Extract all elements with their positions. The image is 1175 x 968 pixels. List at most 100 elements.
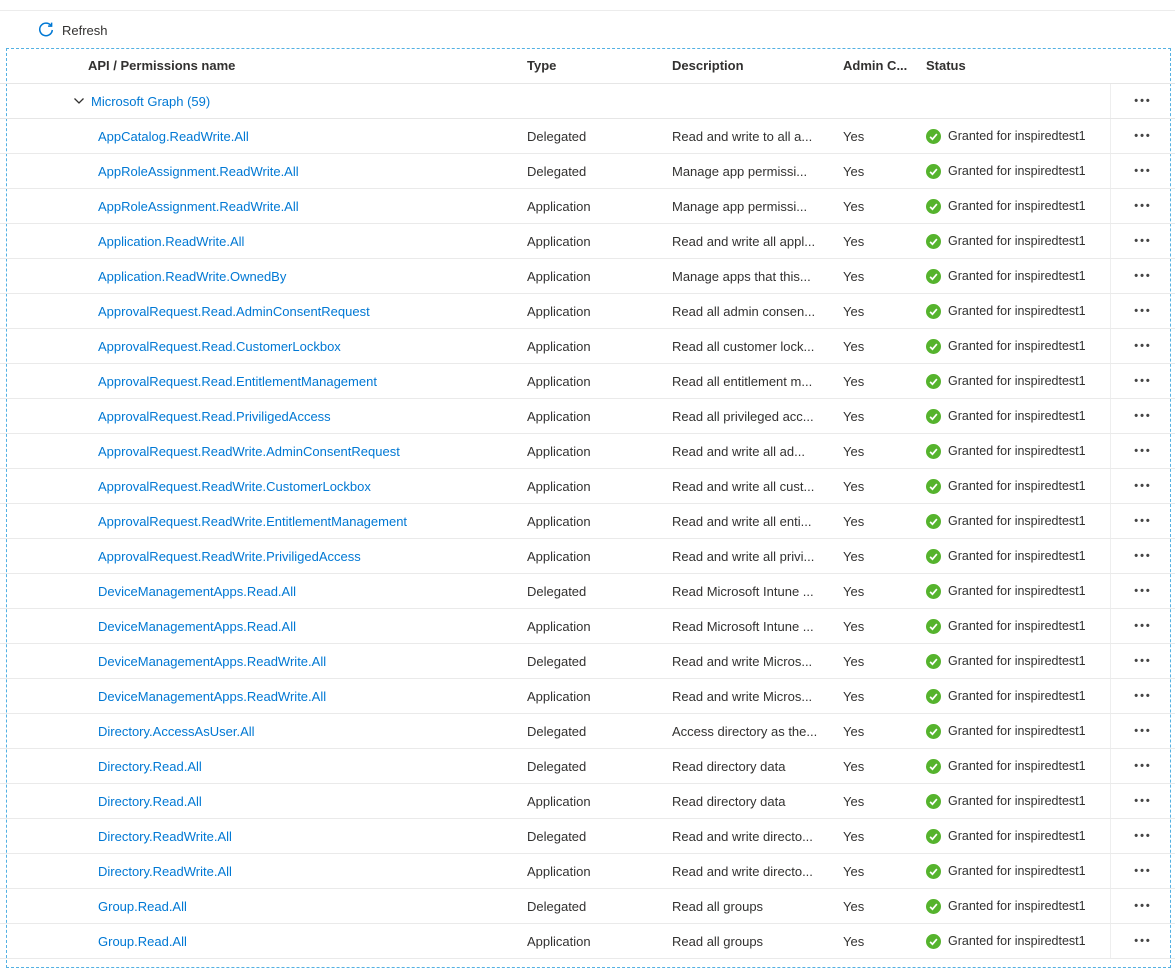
permission-link[interactable]: Directory.Read.All bbox=[98, 793, 202, 809]
row-context-menu-button[interactable]: ••• bbox=[1130, 335, 1156, 358]
row-context-menu-button[interactable]: ••• bbox=[1130, 615, 1156, 638]
type-cell: Delegated bbox=[527, 163, 587, 179]
permission-link[interactable]: ApprovalRequest.Read.PriviligedAccess bbox=[98, 408, 331, 424]
permission-link[interactable]: AppRoleAssignment.ReadWrite.All bbox=[98, 163, 299, 179]
type-cell: Application bbox=[527, 933, 591, 949]
row-menu-cell: ••• bbox=[1110, 189, 1175, 223]
permission-link[interactable]: DeviceManagementApps.ReadWrite.All bbox=[98, 688, 327, 704]
status-text: Granted for inspiredtest1 bbox=[948, 444, 1086, 458]
row-context-menu-button[interactable]: ••• bbox=[1130, 160, 1156, 183]
permission-link[interactable]: ApprovalRequest.Read.CustomerLockbox bbox=[98, 338, 341, 354]
row-context-menu-button[interactable]: ••• bbox=[1130, 405, 1156, 428]
row-context-menu-button[interactable]: ••• bbox=[1130, 475, 1156, 498]
description-cell: Read and write Micros... bbox=[672, 653, 813, 669]
row-context-menu-button[interactable]: ••• bbox=[1130, 545, 1156, 568]
permission-link[interactable]: AppCatalog.ReadWrite.All bbox=[98, 128, 249, 144]
row-context-menu-button[interactable]: ••• bbox=[1130, 300, 1156, 323]
permissions-table: API / Permissions name Type Description … bbox=[0, 48, 1175, 959]
permission-link[interactable]: Application.ReadWrite.OwnedBy bbox=[98, 268, 287, 284]
table-row: AppCatalog.ReadWrite.All Delegated Read … bbox=[0, 119, 1175, 154]
permission-link[interactable]: Directory.Read.All bbox=[98, 758, 202, 774]
table-header-row: API / Permissions name Type Description … bbox=[0, 48, 1175, 84]
permission-link[interactable]: DeviceManagementApps.Read.All bbox=[98, 618, 296, 634]
table-row: Directory.Read.All Delegated Read direct… bbox=[0, 749, 1175, 784]
command-bar: Refresh bbox=[0, 11, 1175, 49]
permission-link[interactable]: AppRoleAssignment.ReadWrite.All bbox=[98, 198, 299, 214]
permission-link[interactable]: Application.ReadWrite.All bbox=[98, 233, 245, 249]
status-cell: Granted for inspiredtest1 bbox=[926, 618, 1110, 634]
row-context-menu-button[interactable]: ••• bbox=[1130, 895, 1156, 918]
row-context-menu-button[interactable]: ••• bbox=[1130, 510, 1156, 533]
status-cell: Granted for inspiredtest1 bbox=[926, 303, 1110, 319]
chevron-down-icon[interactable] bbox=[72, 94, 86, 108]
type-cell: Application bbox=[527, 863, 591, 879]
column-header-status: Status bbox=[926, 58, 966, 73]
row-context-menu-button[interactable]: ••• bbox=[1130, 370, 1156, 393]
type-cell: Application bbox=[527, 513, 591, 529]
row-context-menu-button[interactable]: ••• bbox=[1130, 930, 1156, 953]
description-cell: Read and write all privi... bbox=[672, 548, 815, 564]
row-context-menu-button[interactable]: ••• bbox=[1130, 825, 1156, 848]
row-menu-cell: ••• bbox=[1110, 574, 1175, 608]
table-row: Group.Read.All Application Read all grou… bbox=[0, 924, 1175, 959]
type-cell: Application bbox=[527, 268, 591, 284]
row-menu-cell: ••• bbox=[1110, 119, 1175, 153]
refresh-button[interactable]: Refresh bbox=[30, 16, 116, 44]
table-row: AppRoleAssignment.ReadWrite.All Delegate… bbox=[0, 154, 1175, 189]
table-row: AppRoleAssignment.ReadWrite.All Applicat… bbox=[0, 189, 1175, 224]
permission-link[interactable]: ApprovalRequest.ReadWrite.EntitlementMan… bbox=[98, 513, 408, 529]
row-context-menu-button[interactable]: ••• bbox=[1130, 440, 1156, 463]
type-cell: Application bbox=[527, 303, 591, 319]
admin-consent-cell: Yes bbox=[843, 828, 865, 844]
row-context-menu-button[interactable]: ••• bbox=[1130, 265, 1156, 288]
row-context-menu-button[interactable]: ••• bbox=[1130, 790, 1156, 813]
row-context-menu-button[interactable]: ••• bbox=[1130, 230, 1156, 253]
admin-consent-cell: Yes bbox=[843, 408, 865, 424]
status-text: Granted for inspiredtest1 bbox=[948, 864, 1086, 878]
type-cell: Delegated bbox=[527, 128, 587, 144]
permission-link[interactable]: Group.Read.All bbox=[98, 898, 187, 914]
table-row: ApprovalRequest.Read.AdminConsentRequest… bbox=[0, 294, 1175, 329]
status-text: Granted for inspiredtest1 bbox=[948, 409, 1086, 423]
description-cell: Read all admin consen... bbox=[672, 303, 816, 319]
admin-consent-cell: Yes bbox=[843, 338, 865, 354]
row-context-menu-button[interactable]: ••• bbox=[1130, 650, 1156, 673]
status-text: Granted for inspiredtest1 bbox=[948, 934, 1086, 948]
status-cell: Granted for inspiredtest1 bbox=[926, 723, 1110, 739]
permission-link[interactable]: Group.Read.All bbox=[98, 933, 187, 949]
permission-link[interactable]: ApprovalRequest.Read.AdminConsentRequest bbox=[98, 303, 370, 319]
admin-consent-cell: Yes bbox=[843, 688, 865, 704]
status-cell: Granted for inspiredtest1 bbox=[926, 478, 1110, 494]
permission-link[interactable]: ApprovalRequest.ReadWrite.CustomerLockbo… bbox=[98, 478, 371, 494]
status-cell: Granted for inspiredtest1 bbox=[926, 513, 1110, 529]
permission-link[interactable]: DeviceManagementApps.ReadWrite.All bbox=[98, 653, 327, 669]
row-context-menu-button[interactable]: ••• bbox=[1130, 125, 1156, 148]
granted-check-icon bbox=[926, 128, 941, 144]
permission-link[interactable]: ApprovalRequest.ReadWrite.AdminConsentRe… bbox=[98, 443, 400, 459]
row-context-menu-button[interactable]: ••• bbox=[1130, 580, 1156, 603]
row-menu-cell: ••• bbox=[1110, 329, 1175, 363]
row-context-menu-button[interactable]: ••• bbox=[1130, 755, 1156, 778]
granted-check-icon bbox=[926, 723, 941, 739]
admin-consent-cell: Yes bbox=[843, 653, 865, 669]
granted-check-icon bbox=[926, 898, 941, 914]
status-text: Granted for inspiredtest1 bbox=[948, 199, 1086, 213]
permission-link[interactable]: Directory.AccessAsUser.All bbox=[98, 723, 255, 739]
type-cell: Delegated bbox=[527, 898, 587, 914]
api-group-link[interactable]: Microsoft Graph (59) bbox=[91, 93, 211, 109]
row-context-menu-button[interactable]: ••• bbox=[1130, 860, 1156, 883]
status-cell: Granted for inspiredtest1 bbox=[926, 373, 1110, 389]
permission-link[interactable]: DeviceManagementApps.Read.All bbox=[98, 583, 296, 599]
refresh-icon bbox=[38, 22, 54, 38]
row-context-menu-button[interactable]: ••• bbox=[1130, 195, 1156, 218]
permission-link[interactable]: ApprovalRequest.Read.EntitlementManageme… bbox=[98, 373, 377, 389]
permission-link[interactable]: Directory.ReadWrite.All bbox=[98, 828, 232, 844]
row-context-menu-button[interactable]: ••• bbox=[1130, 720, 1156, 743]
row-menu-cell: ••• bbox=[1110, 539, 1175, 573]
group-context-menu-button[interactable]: ••• bbox=[1130, 90, 1156, 113]
permission-link[interactable]: Directory.ReadWrite.All bbox=[98, 863, 232, 879]
row-context-menu-button[interactable]: ••• bbox=[1130, 685, 1156, 708]
permission-link[interactable]: ApprovalRequest.ReadWrite.PriviligedAcce… bbox=[98, 548, 361, 564]
row-menu-cell: ••• bbox=[1110, 399, 1175, 433]
type-cell: Delegated bbox=[527, 723, 587, 739]
